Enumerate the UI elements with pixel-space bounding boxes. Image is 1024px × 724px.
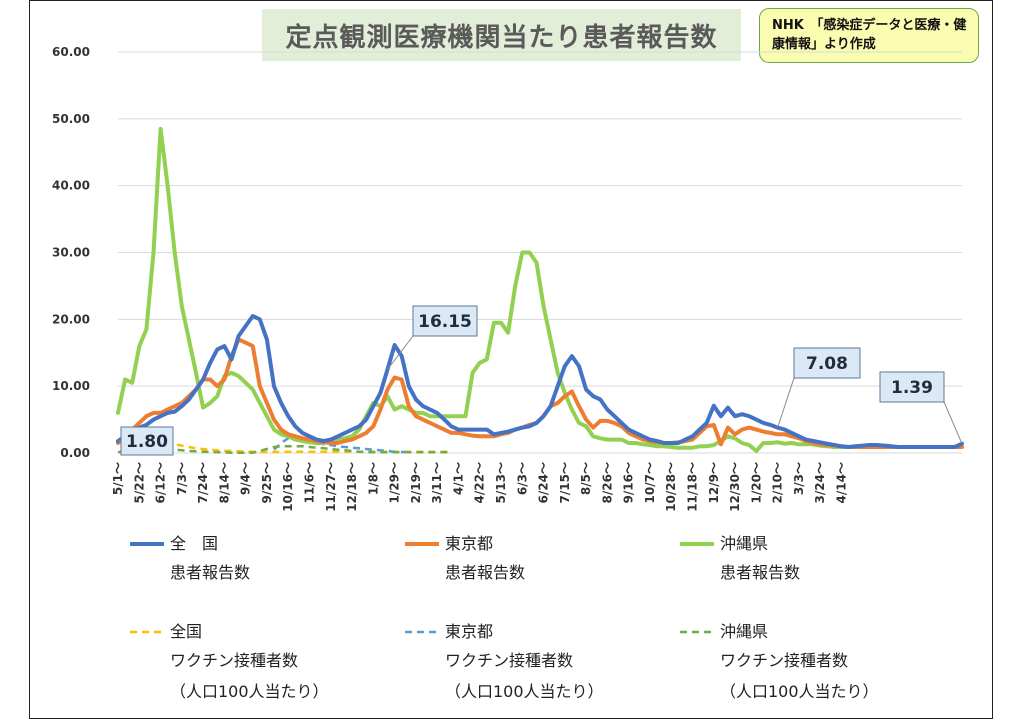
callout-box [793,347,861,379]
y-tick-label: 40.00 [52,179,90,193]
x-tick-label: 9/16～ [622,462,636,503]
legend-label: 患者報告数 [720,563,800,582]
y-tick-label: 60.00 [52,45,90,59]
legend-label: （人口100人当たり） [720,682,879,701]
x-tick-label: 7/15～ [558,462,572,503]
x-tick-label: 5/1～ [111,462,125,495]
x-tick-label: 1/8～ [366,462,380,495]
legend-label: （人口100人当たり） [170,682,329,701]
x-tick-label: 6/12～ [154,462,168,503]
x-tick-label: 5/22～ [132,462,146,503]
legend-label: 全 国 [170,534,218,553]
x-tick-label: 12/9～ [707,462,721,503]
x-tick-label: 5/13～ [494,462,508,503]
x-tick-label: 10/7～ [643,462,657,503]
x-tick-label: 3/3～ [792,462,806,495]
x-tick-label: 4/22～ [473,462,487,503]
grid-lines [118,51,962,454]
legend-label: 沖縄県 [720,534,768,553]
legend-label: 東京都 [445,622,493,641]
x-tick-label: 2/10～ [771,462,785,503]
x-tick-label: 8/5～ [579,462,593,495]
x-tick-label: 4/14～ [834,462,848,503]
series-layer [116,126,964,454]
x-tick-label: 9/25～ [260,462,274,503]
y-axis: 0.00 10.00 20.00 30.00 40.00 50.00 60.00 [52,45,90,460]
legend-label: ワクチン接種者数 [445,651,573,670]
callouts: 1.80 16.15 7.08 1.39 [117,305,963,456]
callout-label: 16.15 [418,312,472,332]
callout-label: 1.39 [891,378,933,398]
x-tick-label: 9/4～ [239,462,253,495]
x-tick-label: 11/6～ [302,462,316,503]
y-tick-label: 20.00 [52,312,90,326]
x-tick-label: 1/29～ [388,462,402,503]
x-tick-label: 4/1～ [451,462,465,495]
x-tick-label: 11/27～ [324,462,338,512]
series-line-okinawa [116,126,964,453]
x-tick-label: 7/24～ [196,462,210,503]
legend-label: 患者報告数 [170,563,250,582]
callout-label: 7.08 [806,354,848,374]
legend-label: ワクチン接種者数 [170,651,298,670]
x-tick-label: 8/26～ [600,462,614,503]
series-line-vacc_okinawa [117,445,452,454]
callout-label: 1.80 [126,432,168,452]
x-tick-label: 12/18～ [345,462,359,512]
x-tick-label: 6/24～ [537,462,551,503]
x-tick-label: 10/16～ [281,462,295,512]
y-tick-label: 0.00 [60,446,90,460]
x-tick-label: 8/14～ [217,462,231,503]
callout-box [120,426,174,456]
x-tick-label: 7/3～ [175,462,189,495]
callout-box [879,371,945,403]
source-note: NHK 「感染症データと医療・健康情報」より作成 [772,18,967,52]
chart-title: 定点観測医療機関当たり患者報告数 [285,22,718,53]
legend-label: 沖縄県 [720,622,768,641]
legend-label: ワクチン接種者数 [720,651,848,670]
y-tick-label: 10.00 [52,379,90,393]
x-tick-label: 10/28～ [664,462,678,512]
legend-label: 全国 [170,622,202,641]
x-tick-label: 2/19～ [409,462,423,503]
x-tick-label: 1/20～ [749,462,763,503]
x-tick-label: 3/24～ [813,462,827,503]
x-tick-label: 3/11～ [430,462,444,503]
callout-leader [387,335,414,370]
y-tick-label: 30.00 [52,246,90,260]
legend-label: 患者報告数 [445,563,525,582]
callout-leader [777,377,795,428]
series-line-national [116,314,964,449]
x-tick-label: 6/3～ [515,462,529,495]
legend: 全 国患者報告数東京都患者報告数沖縄県患者報告数全国ワクチン接種者数（人口100… [130,534,879,701]
legend-label: （人口100人当たり） [445,682,604,701]
legend-label: 東京都 [445,534,493,553]
y-tick-label: 50.00 [52,112,90,126]
source-note-box: NHK 「感染症データと医療・健康情報」より作成 [759,8,979,63]
x-tick-label: 11/18～ [685,462,699,512]
callout-leader [943,401,963,444]
x-tick-label: 12/30～ [728,462,742,512]
x-axis: 5/1～ 5/22～ 6/12～ 7/3～ 7/24～ 8/14～ 9/4～ 9/25～ 10/… [111,462,848,512]
callout-box [412,305,478,337]
